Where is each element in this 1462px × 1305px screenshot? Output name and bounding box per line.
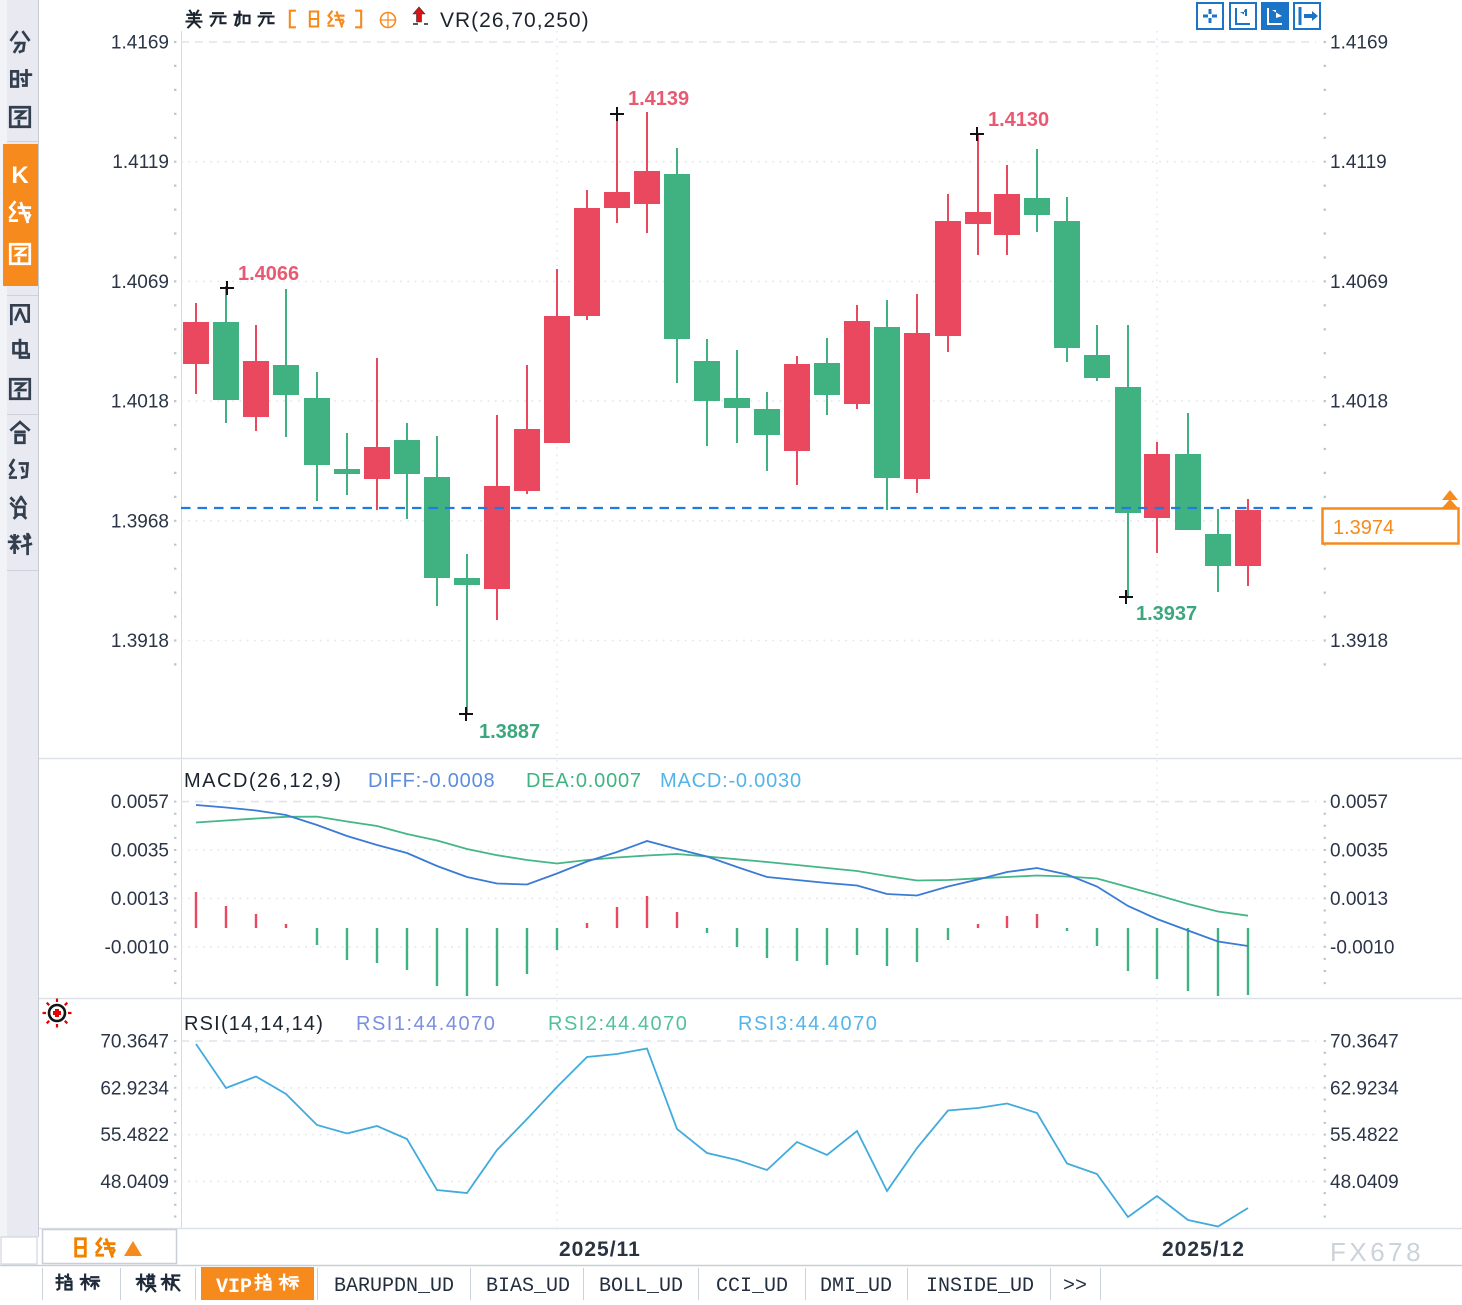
svg-text:RSI(14,14,14): RSI(14,14,14) bbox=[184, 1013, 324, 1035]
svg-text:VR(26,70,250): VR(26,70,250) bbox=[440, 9, 590, 32]
svg-text:CCI_UD: CCI_UD bbox=[716, 1275, 788, 1298]
svg-text:0.0013: 0.0013 bbox=[111, 889, 169, 910]
svg-text:55.4822: 55.4822 bbox=[1330, 1125, 1399, 1146]
svg-text:1.4119: 1.4119 bbox=[1330, 152, 1387, 173]
svg-text:RSI2:44.4070: RSI2:44.4070 bbox=[548, 1013, 688, 1035]
svg-text:70.3647: 70.3647 bbox=[1330, 1032, 1399, 1053]
svg-text:48.0409: 48.0409 bbox=[100, 1172, 169, 1193]
svg-text:1.4169: 1.4169 bbox=[1330, 33, 1388, 54]
svg-text:RSI3:44.4070: RSI3:44.4070 bbox=[738, 1013, 878, 1035]
svg-text:1.4139: 1.4139 bbox=[628, 88, 689, 110]
svg-text:BOLL_UD: BOLL_UD bbox=[599, 1275, 683, 1298]
svg-text:1.3918: 1.3918 bbox=[1330, 631, 1388, 652]
svg-text:0.0013: 0.0013 bbox=[1330, 889, 1388, 910]
svg-text:BARUPDN_UD: BARUPDN_UD bbox=[334, 1275, 454, 1298]
svg-text:1.4119: 1.4119 bbox=[112, 152, 169, 173]
svg-text:1.4069: 1.4069 bbox=[111, 272, 169, 293]
svg-text:MACD(26,12,9): MACD(26,12,9) bbox=[184, 770, 342, 792]
svg-text:RSI1:44.4070: RSI1:44.4070 bbox=[356, 1013, 496, 1035]
svg-text:1.4169: 1.4169 bbox=[111, 33, 169, 54]
svg-text:1.4069: 1.4069 bbox=[1330, 272, 1388, 293]
svg-text:0.0057: 0.0057 bbox=[1330, 792, 1388, 813]
svg-text:2025/11: 2025/11 bbox=[559, 1238, 641, 1261]
svg-text:55.4822: 55.4822 bbox=[100, 1125, 169, 1146]
svg-text:DEA:0.0007: DEA:0.0007 bbox=[526, 770, 642, 792]
svg-text:0.0035: 0.0035 bbox=[111, 841, 169, 862]
svg-text:1.3918: 1.3918 bbox=[111, 631, 169, 652]
svg-text:62.9234: 62.9234 bbox=[100, 1078, 169, 1099]
svg-text:INSIDE_UD: INSIDE_UD bbox=[926, 1275, 1034, 1298]
svg-text:0.0035: 0.0035 bbox=[1330, 841, 1388, 862]
svg-text:48.0409: 48.0409 bbox=[1330, 1172, 1399, 1193]
svg-text:DMI_UD: DMI_UD bbox=[820, 1275, 892, 1298]
svg-text:1.4066: 1.4066 bbox=[238, 263, 299, 285]
svg-text:-0.0010: -0.0010 bbox=[1330, 937, 1394, 958]
svg-text:62.9234: 62.9234 bbox=[1330, 1078, 1399, 1099]
svg-text:FX678: FX678 bbox=[1330, 1237, 1424, 1267]
svg-text:1.4018: 1.4018 bbox=[1330, 392, 1388, 413]
svg-text:0.0057: 0.0057 bbox=[111, 792, 169, 813]
svg-text:1.3937: 1.3937 bbox=[1136, 603, 1197, 625]
svg-text:1.4018: 1.4018 bbox=[111, 392, 169, 413]
svg-text:>>: >> bbox=[1063, 1275, 1087, 1298]
svg-text:2025/12: 2025/12 bbox=[1162, 1238, 1245, 1261]
svg-text:-0.0010: -0.0010 bbox=[105, 937, 169, 958]
svg-text:1.3968: 1.3968 bbox=[111, 511, 169, 532]
svg-text:DIFF:-0.0008: DIFF:-0.0008 bbox=[368, 770, 495, 792]
svg-text:K: K bbox=[11, 162, 29, 189]
svg-text:1.3974: 1.3974 bbox=[1333, 517, 1394, 539]
svg-text:VIP: VIP bbox=[216, 1276, 252, 1299]
svg-text:70.3647: 70.3647 bbox=[100, 1032, 169, 1053]
svg-text:BIAS_UD: BIAS_UD bbox=[486, 1275, 570, 1298]
svg-text:1.3887: 1.3887 bbox=[479, 721, 540, 743]
svg-text:1.4130: 1.4130 bbox=[988, 109, 1049, 131]
svg-text:MACD:-0.0030: MACD:-0.0030 bbox=[660, 770, 802, 792]
